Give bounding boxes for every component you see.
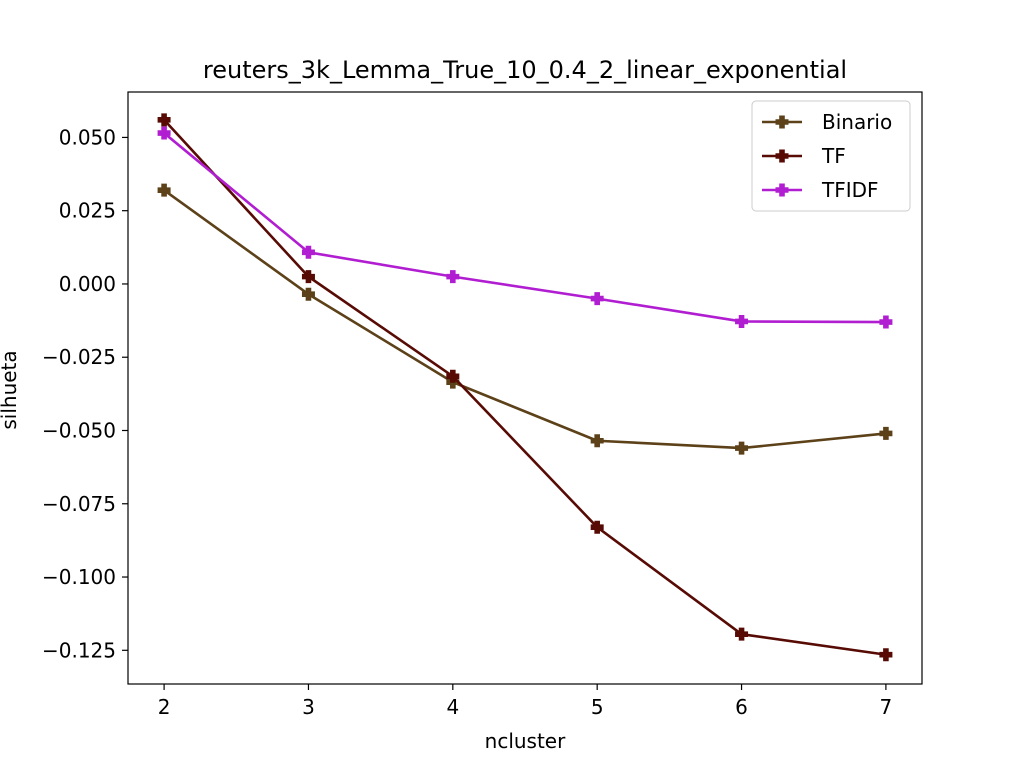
- series-line-tfidf: [162, 131, 888, 324]
- legend: Binario TF TFIDF: [751, 100, 911, 212]
- x-tick-label: 5: [591, 695, 604, 719]
- legend-box: [751, 100, 911, 212]
- series-line-tf: [162, 118, 888, 657]
- data-point-binario: [735, 441, 749, 455]
- legend-label: TFIDF: [821, 178, 879, 202]
- series-tf: [157, 113, 893, 662]
- data-point-tf: [446, 369, 460, 383]
- data-point-tfidf: [590, 292, 604, 306]
- x-axis-label: ncluster: [485, 729, 566, 753]
- x-tick-label: 3: [302, 695, 315, 719]
- series-tfidf: [157, 126, 893, 329]
- y-axis: 0.050 0.025 0.000 −0.025 −0.050 −0.075 −0.100 −…: [42, 125, 128, 662]
- y-tick-label: −0.100: [42, 565, 116, 589]
- data-point-tfidf: [735, 314, 749, 328]
- y-tick-label: 0.050: [59, 125, 116, 149]
- data-point-tf: [879, 648, 893, 662]
- x-tick-label: 6: [735, 695, 748, 719]
- data-point-binario: [879, 426, 893, 440]
- data-point-binario: [590, 434, 604, 448]
- legend-label: Binario: [822, 110, 892, 134]
- y-tick-label: −0.050: [42, 418, 116, 442]
- y-tick-label: −0.125: [42, 638, 116, 662]
- legend-swatch-marker: [775, 149, 789, 163]
- data-point-binario: [157, 183, 171, 197]
- data-point-binario: [301, 287, 315, 301]
- legend-swatch-marker: [775, 183, 789, 197]
- data-point-tf: [735, 627, 749, 641]
- series-layer: [157, 113, 893, 662]
- legend-item-tf: TF: [762, 144, 846, 168]
- data-point-tf: [301, 270, 315, 284]
- data-point-tf: [590, 520, 604, 534]
- data-point-tf: [157, 113, 171, 127]
- x-tick-label: 2: [158, 695, 171, 719]
- legend-label: TF: [821, 144, 846, 168]
- y-tick-label: 0.025: [59, 199, 116, 223]
- legend-item-tfidf: TFIDF: [762, 178, 879, 202]
- x-tick-label: 4: [446, 695, 459, 719]
- y-tick-label: −0.025: [42, 345, 116, 369]
- data-point-tfidf: [157, 126, 171, 140]
- x-axis: 2 3 4 5 6 7: [158, 684, 893, 719]
- data-point-tfidf: [446, 270, 460, 284]
- data-point-tfidf: [301, 245, 315, 259]
- legend-items: Binario TF TFIDF: [762, 110, 892, 202]
- series-line-binario: [162, 188, 888, 450]
- y-axis-label: silhueta: [0, 350, 21, 429]
- chart-title: reuters_3k_Lemma_True_10_0.4_2_linear_ex…: [203, 56, 847, 84]
- legend-swatch-marker: [775, 115, 789, 129]
- legend-item-binario: Binario: [762, 110, 892, 134]
- data-point-tfidf: [879, 315, 893, 329]
- y-tick-label: −0.075: [42, 492, 116, 516]
- x-tick-label: 7: [880, 695, 893, 719]
- y-tick-label: 0.000: [59, 272, 116, 296]
